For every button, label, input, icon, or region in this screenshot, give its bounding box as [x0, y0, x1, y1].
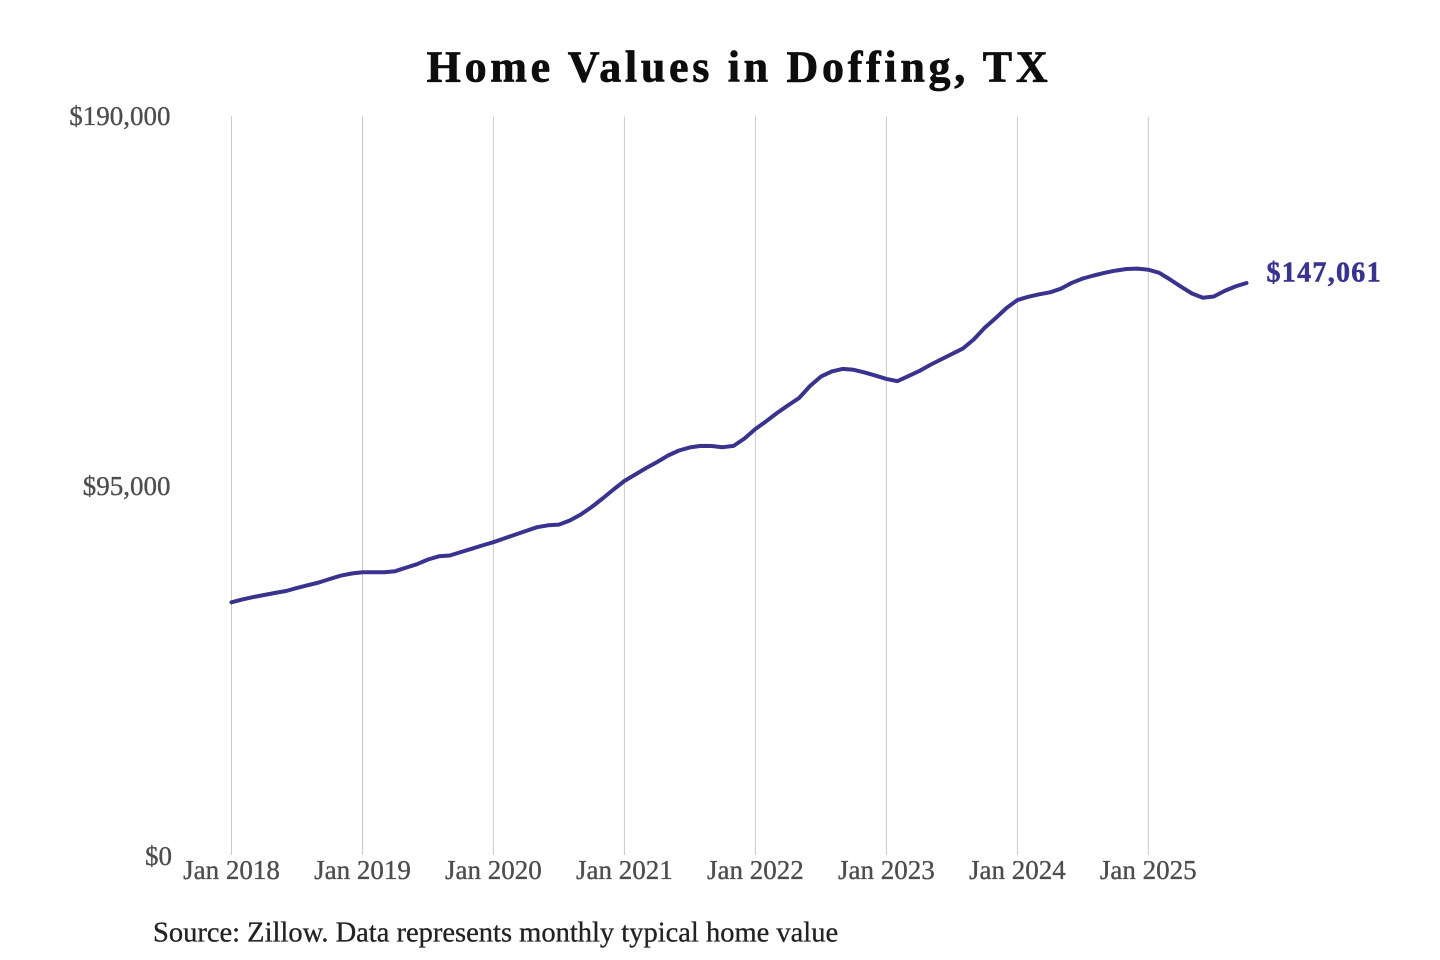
svg-text:Source: Zillow. Data represent: Source: Zillow. Data represents monthly …	[153, 918, 838, 949]
svg-text:Jan 2022: Jan 2022	[707, 855, 804, 885]
svg-text:Jan 2019: Jan 2019	[314, 855, 411, 885]
svg-text:Jan 2021: Jan 2021	[576, 855, 673, 885]
svg-text:Jan 2018: Jan 2018	[183, 855, 280, 885]
svg-text:Jan 2023: Jan 2023	[838, 855, 935, 885]
svg-text:Jan 2024: Jan 2024	[969, 855, 1066, 885]
svg-text:Jan 2025: Jan 2025	[1100, 855, 1197, 885]
svg-text:$0: $0	[145, 841, 172, 871]
svg-text:$95,000: $95,000	[83, 471, 171, 501]
svg-text:$190,000: $190,000	[69, 101, 170, 131]
svg-text:Jan 2020: Jan 2020	[445, 855, 542, 885]
svg-text:Home Values in Doffing, TX: Home Values in Doffing, TX	[427, 43, 1052, 92]
svg-text:$147,061: $147,061	[1267, 258, 1382, 289]
